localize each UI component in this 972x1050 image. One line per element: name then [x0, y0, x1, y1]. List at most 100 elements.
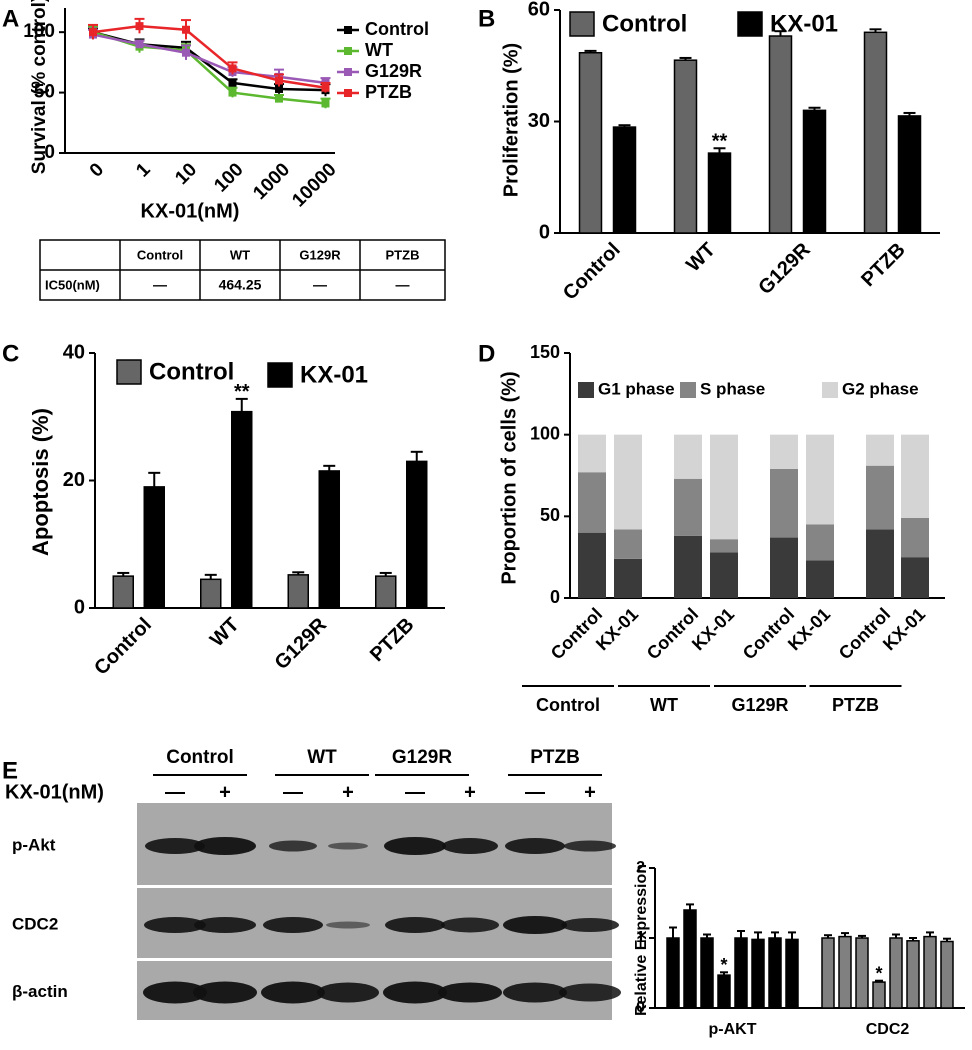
bar-segment — [901, 517, 929, 558]
marker — [275, 76, 283, 85]
bar-segment — [710, 434, 738, 540]
blot-group-label: Control — [166, 747, 234, 768]
bar-segment — [806, 434, 834, 525]
bar — [231, 410, 253, 609]
bar — [287, 574, 309, 609]
bar-segment — [866, 434, 894, 466]
y-tick-label: 30 — [528, 110, 550, 132]
blot-band — [263, 917, 323, 933]
bar — [751, 938, 765, 1009]
bar-segment — [674, 535, 702, 598]
blot-band — [261, 981, 325, 1004]
y-tick-label: 20 — [63, 469, 85, 491]
bar-segment — [806, 524, 834, 561]
blot-group-label: PTZB — [530, 747, 580, 768]
x-tick-label: 100 — [210, 159, 247, 196]
bar — [673, 59, 698, 234]
blot-band — [559, 983, 621, 1002]
blot-band — [503, 916, 567, 934]
x-tick-label: PTZB — [366, 614, 418, 666]
bar — [802, 109, 827, 234]
blot-treatment: + — [219, 781, 231, 803]
bar-segment — [674, 434, 702, 479]
bar-segment — [770, 468, 798, 538]
blot-band — [317, 982, 379, 1003]
x-tick-label: Control — [559, 239, 625, 305]
panel-letter: A — [2, 5, 19, 32]
significance: ** — [712, 131, 728, 153]
legend-label: KX-01 — [300, 361, 368, 388]
series-line — [92, 33, 326, 85]
legend-swatch — [737, 11, 763, 37]
y-tick-label: 1 — [636, 929, 645, 946]
blot-band — [194, 837, 256, 855]
bar-segment — [614, 558, 642, 598]
y-tick-label: 50 — [540, 505, 560, 525]
marker — [321, 83, 330, 92]
bar — [406, 460, 428, 609]
y-tick-label: 100 — [23, 21, 55, 42]
y-tick-label: 100 — [530, 423, 560, 443]
marker — [228, 88, 237, 97]
bar-segment — [770, 434, 798, 469]
x-tick-label: WT — [206, 614, 244, 652]
y-tick-label: 2 — [636, 859, 645, 876]
bar — [768, 937, 782, 1009]
bar — [785, 938, 799, 1009]
series-line — [92, 24, 326, 89]
bar — [768, 35, 793, 234]
y-tick-label: 0 — [636, 999, 645, 1016]
legend-marker — [344, 68, 352, 76]
bar — [838, 935, 852, 1009]
marker — [228, 78, 237, 87]
bar — [612, 126, 637, 234]
legend-marker — [344, 47, 352, 55]
marker — [135, 22, 144, 31]
bar — [855, 937, 869, 1009]
y-axis-label: Apoptosis (%) — [28, 408, 53, 556]
blot-band — [326, 921, 370, 929]
blot-band — [384, 837, 446, 855]
blot-treatment: + — [464, 781, 476, 803]
bar — [666, 937, 680, 1009]
blot-row-label: CDC2 — [12, 914, 58, 933]
blot-treatment: + — [342, 781, 354, 803]
table-header: G129R — [299, 247, 341, 262]
panel-letter: E — [2, 757, 18, 784]
significance: ** — [234, 381, 250, 403]
blot-band — [441, 917, 499, 933]
y-tick-label: 150 — [530, 342, 560, 362]
bar-segment — [614, 529, 642, 559]
bar — [889, 937, 903, 1009]
marker — [228, 64, 237, 73]
legend-swatch — [116, 359, 142, 385]
bar — [683, 909, 697, 1009]
x-tick-label: 1000 — [249, 159, 294, 204]
blot-band — [561, 918, 619, 932]
legend-label: Control — [365, 19, 429, 39]
blot-band — [194, 917, 256, 933]
table-cell: — — [313, 277, 327, 293]
x-tick-label: G129R — [271, 613, 332, 674]
bar-segment — [710, 552, 738, 598]
series-line — [92, 30, 326, 105]
panel-letter: C — [2, 340, 19, 367]
bar — [897, 115, 922, 234]
x-axis-label: KX-01(nM) — [141, 200, 240, 222]
blot-treatment: — — [283, 781, 303, 803]
bar-segment — [770, 537, 798, 598]
group-label: PTZB — [832, 695, 879, 715]
legend-swatch — [267, 362, 293, 388]
legend-label: G1 phase — [598, 379, 675, 398]
blot-band — [564, 840, 616, 852]
bar-segment — [674, 478, 702, 536]
x-tick-label: 10 — [171, 159, 201, 189]
blot-treatment: — — [525, 781, 545, 803]
x-tick-label: 0 — [86, 159, 108, 181]
x-tick-label: WT — [682, 239, 720, 277]
blot-group-label: G129R — [392, 747, 452, 768]
bar — [200, 578, 222, 609]
y-axis-label: Proliferation (%) — [500, 43, 522, 197]
blot-band — [385, 917, 445, 933]
blot-treatment: + — [584, 781, 596, 803]
